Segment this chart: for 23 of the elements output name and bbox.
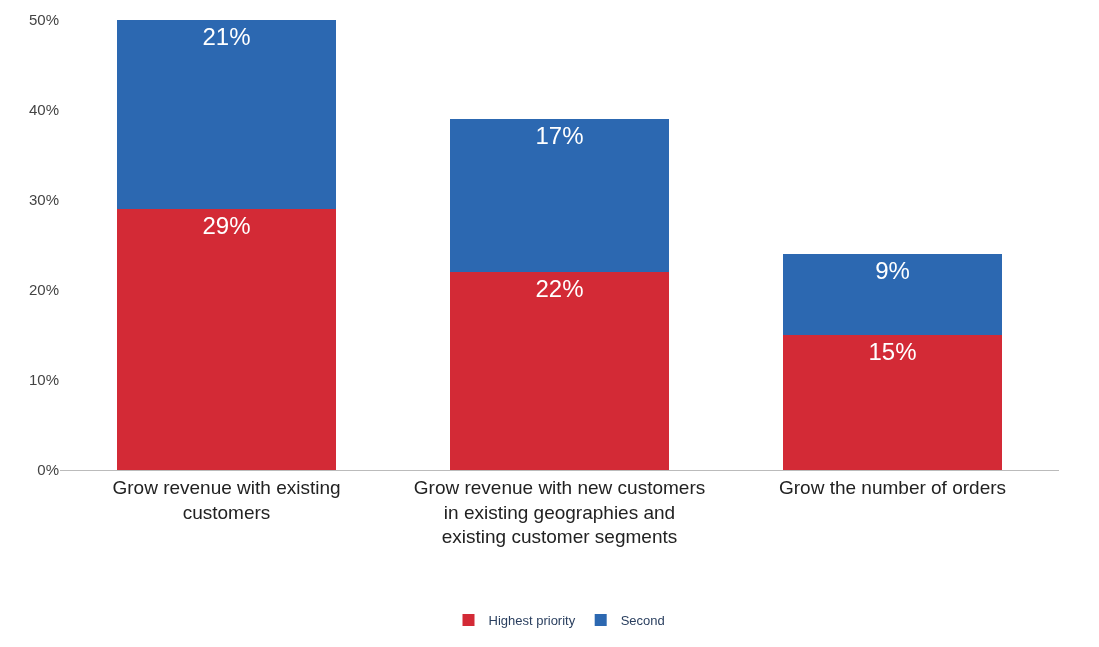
y-tick-label: 50% [28,11,59,29]
data-label: 17% [535,122,584,149]
data-label: 22% [535,275,584,302]
y-tick-label: 0% [37,461,59,479]
x-tick-label: Grow the number of orders [778,476,1007,498]
bar [782,335,1003,470]
data-label: 29% [202,212,251,239]
bar [116,209,337,470]
y-tick-label: 20% [28,281,59,299]
data-label: 21% [202,23,251,50]
data-label: 15% [868,338,917,365]
bar [782,254,1003,335]
bar [449,272,670,470]
legend-label: Highest priority [488,613,576,629]
y-tick-label: 40% [28,101,59,119]
x-tick-label: Grow revenue with existing customers [112,476,341,523]
bar [116,20,337,209]
x-tick-label: Grow revenue with new customers in existing geographies and existing customer segments [413,476,706,548]
y-tick-label: 30% [28,191,59,209]
bar [449,119,670,272]
y-tick-label: 10% [28,371,59,389]
legend-label: Second [620,613,665,629]
data-label: 9% [875,257,910,284]
